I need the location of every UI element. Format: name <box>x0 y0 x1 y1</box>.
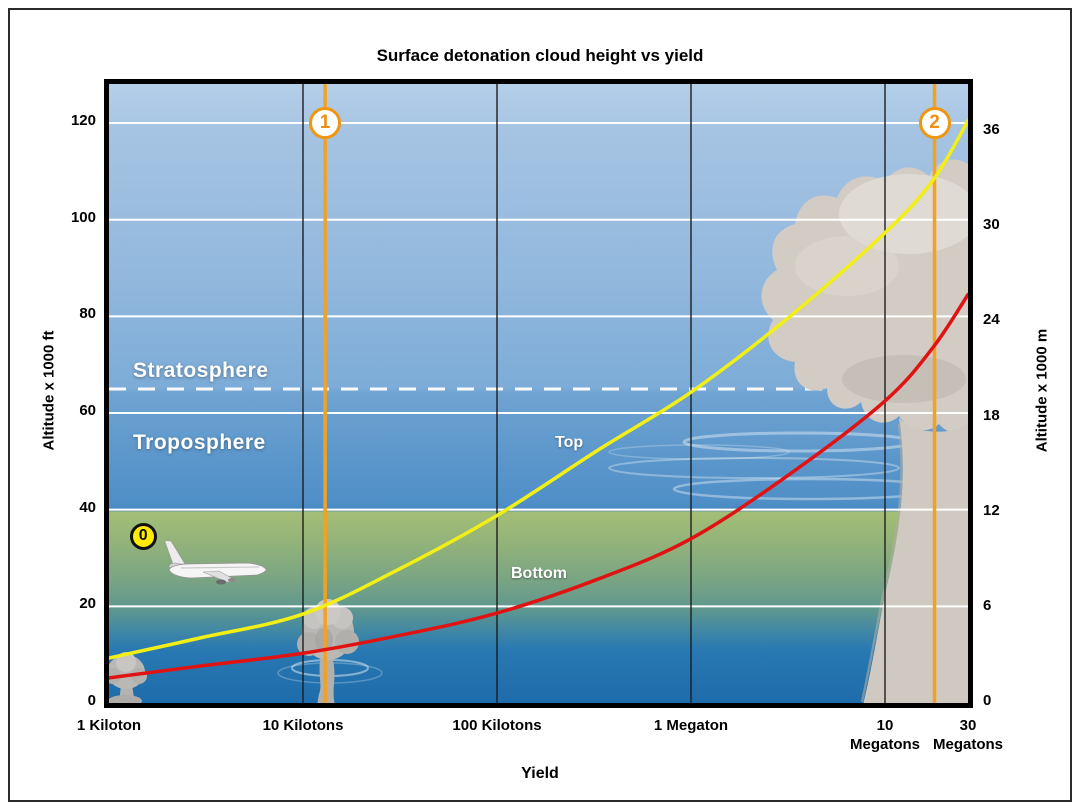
left-tick-100: 100 <box>70 208 96 226</box>
marker-2: 2 <box>918 107 951 140</box>
plot-area: Stratosphere Troposphere Top Bottom 0 1 2 <box>104 79 973 708</box>
left-tick-60: 60 <box>79 402 96 420</box>
gridlines <box>109 84 968 703</box>
left-tick-0: 0 <box>87 692 96 709</box>
stratosphere-label: Stratosphere <box>133 359 269 382</box>
x-axis-title: Yield <box>521 765 559 782</box>
right-tick-12: 12 <box>983 501 1000 519</box>
troposphere-label: Troposphere <box>133 431 266 454</box>
data-curves <box>109 118 968 680</box>
mushroom-cloud-small <box>109 652 147 703</box>
airplane <box>164 540 267 585</box>
left-tick-20: 20 <box>79 595 96 613</box>
mushroom-cloud-medium <box>277 599 383 703</box>
x-tick-100kt: 100 Kilotons <box>452 717 542 734</box>
x-tick-10kt: 10 Kilotons <box>262 717 344 734</box>
right-axis-title: Altitude x 1000 m <box>1033 328 1051 453</box>
right-tick-24: 24 <box>983 311 1000 329</box>
mushroom-cloud-large <box>761 159 968 703</box>
left-axis-title: Altitude x 1000 ft <box>40 330 58 451</box>
chart-title: Surface detonation cloud height vs yield <box>376 46 704 65</box>
marker-1: 1 <box>309 107 342 140</box>
left-tick-120: 120 <box>70 112 96 130</box>
left-tick-40: 40 <box>79 498 96 516</box>
plot-canvas <box>109 84 968 703</box>
marker-guide-lines <box>323 84 937 703</box>
x-tick-10000kt: 10 Megatons <box>849 717 920 753</box>
right-tick-30: 30 <box>983 216 1000 234</box>
vapor-rings <box>608 431 946 501</box>
marker-0: 0 <box>129 522 157 550</box>
right-tick-18: 18 <box>983 406 1000 424</box>
x-tick-1000kt: 1 Megaton <box>653 717 729 734</box>
right-tick-6: 6 <box>983 596 992 614</box>
right-tick-36: 36 <box>983 121 1000 139</box>
left-tick-80: 80 <box>79 305 96 323</box>
x-tick-30000kt: 30 Megatons <box>932 717 1003 753</box>
top-curve-label: Top <box>555 434 584 451</box>
bottom-curve-label: Bottom <box>511 565 567 582</box>
x-tick-1kt: 1 Kiloton <box>76 717 142 734</box>
right-tick-0: 0 <box>983 692 992 709</box>
